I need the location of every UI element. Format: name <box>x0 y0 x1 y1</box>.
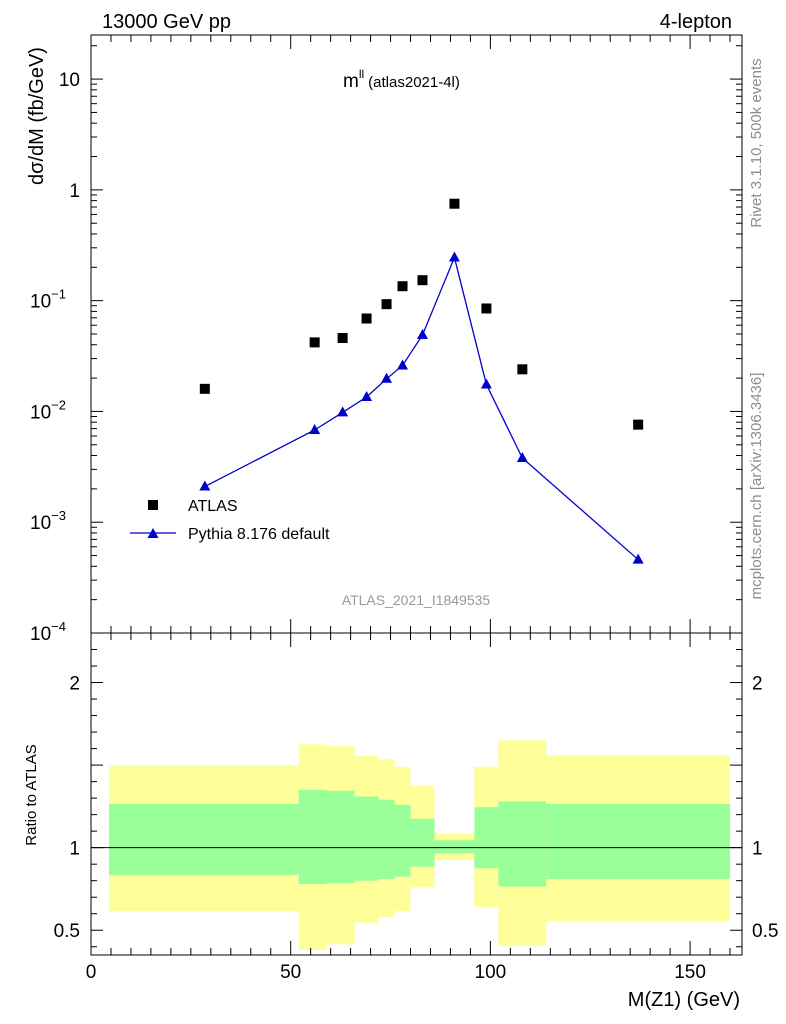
ratio-y-tick-label-left: 2 <box>69 674 80 695</box>
ratio-y-tick-label-right: 0.5 <box>752 921 778 942</box>
legend-data-label: ATLAS <box>188 498 238 515</box>
mc-point <box>632 553 644 564</box>
legend: ATLAS Pythia 8.176 default <box>130 498 330 543</box>
ratio-inner-band <box>298 789 327 884</box>
ratio-y-tick-label-left: 1 <box>69 839 80 860</box>
y-tick-label: 10−2 <box>30 397 66 423</box>
ratio-panel-frame <box>90 632 743 956</box>
data-point <box>517 364 528 375</box>
mc-point <box>361 390 373 401</box>
analysis-watermark: ATLAS_2021_I1849535 <box>342 592 491 608</box>
ratio-inner-band <box>546 803 731 880</box>
mc-point <box>516 451 528 462</box>
main-x-ticks <box>90 35 731 633</box>
header-energy-label: 13000 GeV pp <box>102 11 231 33</box>
data-point <box>309 337 320 348</box>
data-point <box>397 281 408 292</box>
mc-point <box>480 378 492 389</box>
ratio-y-tick-label-right: 1 <box>752 839 763 860</box>
observable-sup: ll <box>359 67 364 81</box>
y-tick-label: 10−1 <box>30 287 66 313</box>
y-tick-label: 1 <box>69 181 80 202</box>
ratio-inner-band <box>394 804 411 877</box>
mcplots-reference-label: mcplots.cern.ch [arXiv:1306.3436] <box>748 373 765 600</box>
data-point <box>633 419 644 430</box>
ratio-y-ticks: 2 2 1 1 0.5 0.5 <box>54 649 778 948</box>
data-point <box>381 299 392 310</box>
observable-sub: (atlas2021-4l) <box>368 74 460 91</box>
y-tick-label: 10−4 <box>30 619 66 645</box>
mc-point <box>381 372 393 383</box>
data-point <box>199 383 210 394</box>
main-y-axis-label: dσ/dM (fb/GeV) <box>26 47 48 185</box>
ratio-y-tick-label-right: 2 <box>752 674 763 695</box>
legend-mc-label: Pythia 8.176 default <box>188 526 330 543</box>
plot-observable-label: mll (atlas2021-4l) <box>343 67 460 92</box>
main-panel-frame <box>90 34 743 634</box>
y-tick-label: 10−3 <box>30 508 66 534</box>
ratio-inner-band <box>326 790 355 884</box>
mc-point <box>337 406 349 417</box>
y-tick-label: 10 <box>59 70 80 91</box>
mc-point <box>309 423 321 434</box>
x-tick-label: 100 <box>475 962 507 983</box>
ratio-inner-band <box>434 840 475 854</box>
observable-main: m <box>343 71 359 92</box>
mc-point <box>199 480 211 491</box>
mc-point <box>416 328 428 339</box>
mc-series <box>199 251 644 564</box>
data-point <box>481 303 492 314</box>
x-axis-label: M(Z1) (GeV) <box>628 989 740 1011</box>
ratio-inner-band <box>354 796 379 881</box>
data-point <box>449 198 460 209</box>
x-tick-label: 150 <box>674 962 706 983</box>
mc-point <box>397 359 409 370</box>
ratio-x-ticks: 0 50 100 150 <box>86 633 731 983</box>
ratio-inner-band <box>474 807 499 869</box>
main-y-ticks: 10 1 10−1 10−2 10−3 10−4 <box>30 45 742 645</box>
ratio-inner-band <box>410 818 435 867</box>
ratio-inner-band <box>378 799 395 880</box>
data-point <box>417 275 428 286</box>
x-tick-label: 50 <box>280 962 301 983</box>
ratio-bands <box>91 740 742 951</box>
x-tick-label: 0 <box>86 962 97 983</box>
ratio-y-tick-label-left: 0.5 <box>54 921 80 942</box>
legend-data-marker <box>148 500 158 510</box>
data-series <box>199 198 644 430</box>
mc-line <box>204 255 639 561</box>
ratio-inner-band <box>498 801 547 887</box>
ratio-inner-band <box>108 803 299 875</box>
legend-mc-marker <box>147 528 159 538</box>
mc-point <box>448 251 460 262</box>
ratio-y-axis-label: Ratio to ATLAS <box>23 744 40 845</box>
data-point <box>361 313 372 324</box>
data-point <box>337 333 348 344</box>
rivet-version-label: Rivet 3.1.10, 500k events <box>748 58 765 227</box>
header-process-label: 4-lepton <box>660 11 732 33</box>
